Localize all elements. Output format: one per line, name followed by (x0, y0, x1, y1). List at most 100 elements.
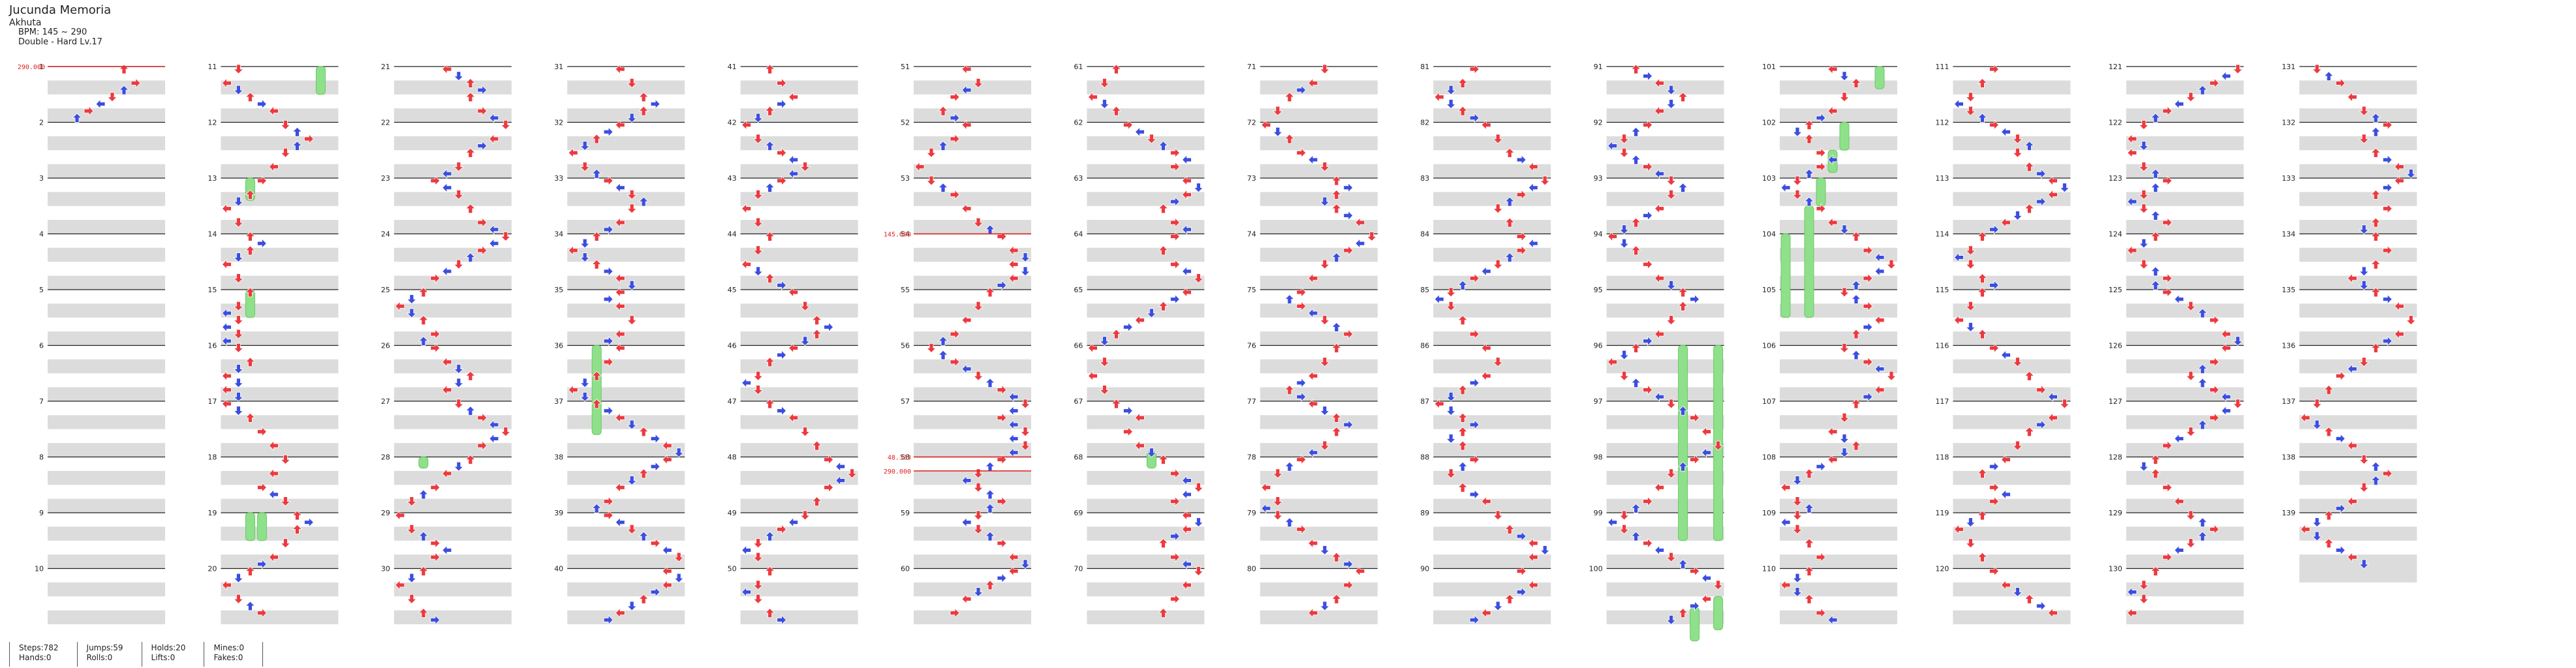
beat-band (2126, 359, 2244, 374)
measure-number: 11 (208, 63, 217, 71)
arrow-note (1953, 99, 1964, 110)
arrow-note (1827, 217, 1838, 228)
arrow-note (233, 329, 244, 339)
arrow-note (1134, 314, 1145, 326)
arrow-note (2036, 600, 2046, 611)
arrow-note (1804, 594, 1814, 604)
arrow-note (1619, 350, 1630, 360)
arrow-note (788, 154, 798, 165)
arrow-note (2347, 91, 2357, 102)
arrow-note (453, 71, 464, 82)
arrow-note (615, 273, 625, 284)
arrow-note (1319, 545, 1330, 556)
arrow-note (627, 78, 638, 88)
arrow-note (1308, 447, 1318, 458)
beat-band (2299, 443, 2417, 457)
arrow-note (938, 336, 948, 346)
beat-band (1953, 359, 2071, 374)
arrow-note (2382, 119, 2393, 130)
measure-number: 121 (2109, 63, 2122, 71)
measure-number: 59 (901, 509, 910, 517)
arrow-note (1181, 266, 1192, 277)
arrow-note (1827, 426, 1838, 437)
measure-number: 60 (901, 565, 910, 573)
measure: 116 (1935, 342, 2071, 401)
arrow-note (1792, 496, 1803, 507)
arrow-note (465, 147, 476, 158)
arrow-note (292, 140, 303, 151)
arrow-note (453, 189, 464, 200)
arrow-note (1319, 162, 1330, 172)
arrow-note (2347, 552, 2357, 563)
arrow-note (2359, 455, 2370, 465)
arrow-note (2370, 113, 2382, 123)
arrow-note (2209, 384, 2220, 395)
arrow-note (233, 273, 244, 284)
arrow-note (580, 162, 591, 172)
measure-number: 85 (1420, 286, 1429, 294)
arrow-note (764, 273, 775, 284)
beat-band (221, 275, 339, 290)
arrow-note (430, 615, 441, 626)
arrow-note (591, 371, 602, 381)
stat-steps: Steps:782 (19, 643, 59, 652)
measure-number: 97 (1594, 397, 1603, 406)
arrow-note (1619, 224, 1630, 235)
arrow-note (777, 405, 787, 416)
arrow-note (2370, 342, 2382, 353)
arrow-note (1308, 78, 1318, 89)
beat-band (2299, 470, 2417, 485)
arrow-note (1181, 287, 1192, 297)
arrow-note (465, 78, 476, 88)
arrow-note (1690, 454, 1700, 465)
measure: 28 (381, 453, 512, 513)
arrow-note (2382, 294, 2393, 305)
arrow-note (1643, 384, 1653, 395)
arrow-note (1158, 454, 1169, 464)
arrow-note (1977, 329, 1988, 339)
arrow-note (1134, 412, 1145, 423)
arrow-note (627, 204, 638, 214)
beat-band (1606, 554, 1724, 569)
measure-number: 130 (2109, 565, 2122, 573)
arrow-note (1446, 99, 1457, 110)
arrow-note (1977, 552, 1988, 562)
arrow-note (1469, 489, 1480, 500)
arrow-note (674, 448, 685, 458)
arrow-note (1643, 496, 1653, 507)
arrow-note (1816, 461, 1826, 472)
arrow-note (1170, 217, 1180, 228)
arrow-note (2232, 399, 2243, 409)
arrow-note (1666, 99, 1677, 110)
arrow-note (1630, 155, 1641, 165)
arrow-note (1111, 399, 1122, 409)
arrow-note (741, 377, 751, 388)
beat-band (740, 80, 858, 95)
measure-number: 48 (728, 453, 737, 462)
measure-number: 57 (901, 397, 910, 406)
arrow-note (1296, 524, 1307, 535)
arrow-note (2347, 440, 2357, 451)
arrow-note (1020, 427, 1031, 437)
arrow-note (764, 399, 775, 409)
beat-band (1260, 192, 1378, 206)
measure: 16 (208, 342, 339, 401)
arrow-note (753, 134, 764, 144)
arrow-note (1630, 531, 1641, 541)
beat-band (221, 220, 339, 234)
arrow-note (2150, 231, 2161, 241)
arrow-note (2185, 510, 2196, 521)
arrow-note (2335, 78, 2346, 89)
arrow-note (1481, 342, 1491, 354)
beat-band (221, 498, 339, 513)
arrow-note (245, 357, 256, 367)
beat-band (221, 443, 339, 457)
arrow-note (1816, 203, 1826, 214)
arrow-note (753, 245, 764, 256)
arrow-note (2185, 538, 2196, 549)
bpm-label: 145.000 (884, 232, 911, 239)
arrow-note (1863, 245, 1873, 256)
arrow-note (2162, 482, 2173, 493)
beat-band (2126, 80, 2244, 95)
beat-band (740, 164, 858, 178)
